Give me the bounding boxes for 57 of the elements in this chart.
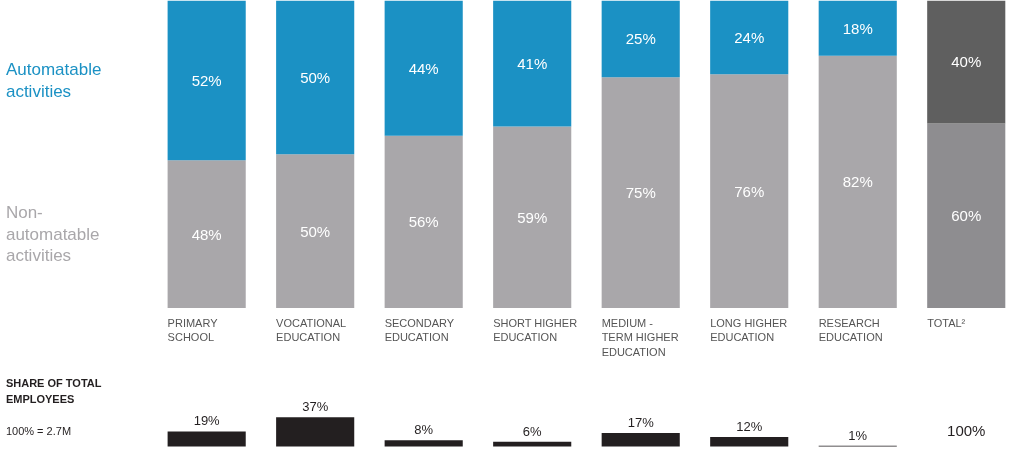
data-label: 25% [625,30,656,48]
data-label: 12% [736,418,763,434]
data-label: 48% [191,225,222,243]
text: Automatable activities [5,59,102,101]
bar [493,0,572,127]
data-label: 44% [408,59,439,77]
data-label: 56% [408,213,439,231]
text: 100% = 2.7M [5,424,72,437]
bar [601,77,680,308]
data-label: 50% [300,222,331,240]
x-tick-label: LONG HIGHER EDUCATION [710,317,788,344]
bar [276,417,355,447]
x-tick-label: TOTAL² [927,317,966,330]
bar [167,431,246,447]
bar [167,160,246,308]
data-label: 52% [191,71,222,89]
x-tick-label: RESEARCH EDUCATION [818,317,883,344]
data-label: 59% [517,208,548,226]
bar [710,74,789,308]
data-label: 60% [951,207,982,225]
bar [167,0,246,161]
data-label: 6% [522,423,543,439]
bar [276,154,355,308]
bar [927,0,1006,124]
bar [927,123,1006,308]
data-label: 75% [625,184,656,202]
data-label: 37% [302,399,329,415]
data-label: 50% [300,68,331,86]
x-tick-label: PRIMARY SCHOOL [167,317,219,344]
bar [276,0,355,155]
x-tick-label: VOCATIONAL EDUCATION [276,317,347,344]
data-label: 40% [951,53,982,71]
text: Non-automatable activities [5,202,100,266]
text: SHARE OF TOTAL EMPLOYEES [5,377,102,405]
data-label: 24% [734,28,765,46]
data-label: 18% [842,19,873,37]
bar [601,0,680,78]
x-tick-label: MEDIUM - TERM HIGHER EDUCATION [601,317,679,358]
bar [384,135,463,308]
data-label: 19% [193,413,221,429]
data-label: 8% [414,422,434,437]
bar [818,55,897,308]
data-label: 82% [842,173,873,191]
bar [601,433,680,447]
data-label: 1% [848,427,868,443]
data-label: 76% [734,182,765,200]
bar [818,0,897,56]
x-tick-label: SECONDARY EDUCATION [384,317,455,344]
annotation: 100% [947,422,986,440]
x-tick-label: SHORT HIGHER EDUCATION [493,317,578,344]
data-label: 17% [627,414,655,430]
bar [384,0,463,136]
bar [710,0,789,75]
bar [384,440,463,447]
bar [493,126,572,308]
bar [710,437,789,447]
data-label: 41% [517,55,548,73]
